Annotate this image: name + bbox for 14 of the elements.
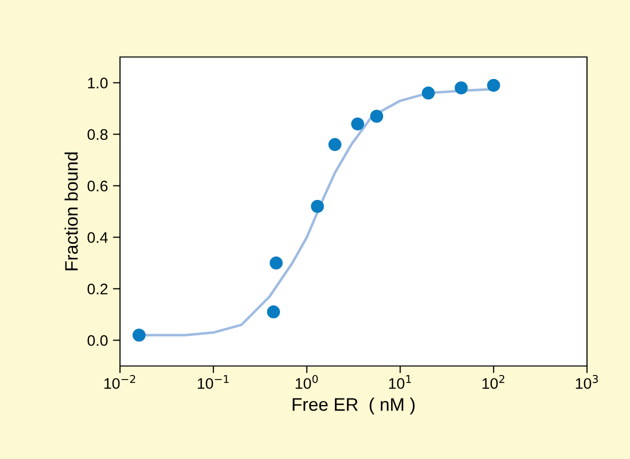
x-tick-label: 10$^{1}$ — [389, 375, 411, 389]
x-tick-label: 10$^{−2}$ — [104, 374, 136, 389]
x-tick-label: 10$^{0}$ — [296, 374, 318, 389]
y-tick-label: 0.8 — [88, 129, 108, 140]
x-axis-title: Free ER ( nM ) — [292, 398, 415, 414]
x-tick-label: 10$^{2}$ — [482, 374, 504, 389]
y-tick-label: 0.0 — [88, 335, 108, 346]
y-axis-title: Fraction bound — [64, 152, 78, 270]
y-tick-label: 0.4 — [88, 232, 108, 243]
y-tick-label: 0.6 — [88, 180, 108, 192]
y-tick-label: 0.2 — [88, 284, 108, 294]
x-tick-label: 10$^{3}$ — [576, 374, 598, 389]
x-tick-label: 10$^{−1}$ — [198, 375, 229, 389]
y-tick-label: 1.0 — [88, 78, 108, 88]
